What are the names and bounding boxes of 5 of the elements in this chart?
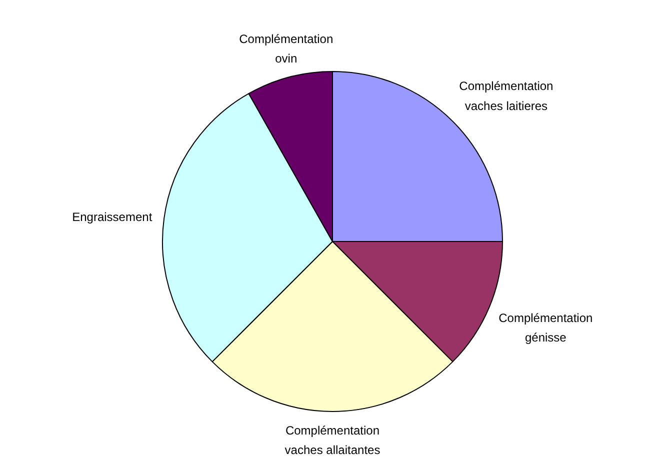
slice-label: Complémentation ovin bbox=[239, 32, 334, 66]
slice-label: Engraissement bbox=[72, 210, 153, 224]
slice-label: Complémentation vaches allaitantes bbox=[284, 424, 380, 458]
slice-label: Complémentation vaches laitieres bbox=[459, 79, 554, 113]
slice-label: Complémentation génisse bbox=[498, 311, 593, 345]
